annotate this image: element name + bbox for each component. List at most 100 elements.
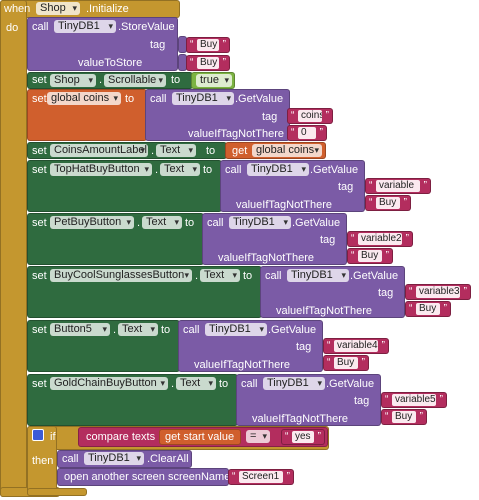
text-block[interactable]: Buy (186, 37, 230, 53)
component-dropdown[interactable]: TinyDB1 (287, 269, 349, 282)
method-name: .StoreValue (118, 21, 175, 33)
if-block-bottom[interactable] (27, 488, 87, 496)
compare-value: yes (292, 431, 314, 443)
component-dropdown[interactable]: TinyDB1 (84, 452, 144, 465)
param-label: valueIfTagNotThere (188, 128, 284, 140)
text-block[interactable]: Buy (365, 195, 411, 211)
call-label: open another screen screenName (64, 471, 231, 483)
call-label: call (265, 270, 282, 282)
property-dropdown[interactable]: Text (200, 269, 240, 282)
set-label: set (32, 93, 47, 105)
component-dropdown[interactable]: TinyDB1 (229, 216, 291, 229)
param-label: valueIfTagNotThere (194, 359, 290, 371)
compare-label: compare texts (86, 431, 156, 443)
text-block[interactable]: Buy (323, 355, 369, 371)
param-value: Buy (358, 250, 382, 262)
component-dropdown[interactable]: TinyDB1 (247, 163, 309, 176)
component-dropdown[interactable]: BuyCoolSunglassesButton (50, 269, 192, 282)
component-dropdown[interactable]: PetBuyButton (50, 216, 134, 229)
text-block[interactable]: variable3 (405, 284, 471, 300)
set-label: set (32, 164, 47, 176)
property-dropdown[interactable]: Text (142, 216, 182, 229)
component-dropdown[interactable]: Shop (50, 74, 96, 87)
text-block[interactable]: variable4 (323, 338, 389, 354)
to-label: to (206, 145, 216, 157)
call-label: call (32, 21, 49, 33)
component-dropdown[interactable]: TinyDB1 (263, 377, 325, 390)
variable-dropdown[interactable]: global coins (47, 92, 121, 105)
variable-dropdown[interactable]: global coins (252, 144, 322, 157)
component-dropdown[interactable]: TopHatBuyButton (50, 163, 152, 176)
dot: . (195, 270, 199, 282)
param-label: tag (262, 111, 278, 123)
text-block[interactable]: coins (287, 108, 333, 124)
to-label: to (203, 164, 213, 176)
param-label: valueToStore (78, 57, 143, 69)
param-value: variable3 (416, 286, 460, 298)
property-dropdown[interactable]: Text (176, 377, 216, 390)
text-block[interactable]: variable5 (381, 392, 447, 408)
param-value: variable2 (358, 233, 402, 245)
call-label: call (207, 217, 224, 229)
param-value: Buy (197, 39, 219, 51)
screen-name: Screen1 (239, 471, 283, 483)
text-block[interactable]: Buy (381, 409, 427, 425)
text-block[interactable]: yes (281, 429, 325, 445)
param-value: 0 (298, 127, 316, 139)
component-dropdown[interactable]: Shop (36, 2, 80, 15)
param-value: Buy (392, 411, 416, 423)
method-name: .GetValue (326, 378, 375, 390)
property-dropdown[interactable]: Text (156, 144, 196, 157)
method-name: .GetValue (350, 270, 399, 282)
set-label: set (32, 378, 47, 390)
get-variable-block[interactable] (159, 429, 241, 445)
event-block-arm[interactable] (0, 0, 27, 497)
text-block[interactable]: variable (365, 178, 431, 194)
property-dropdown[interactable]: Scrollable (104, 74, 166, 87)
method-name: .GetValue (292, 217, 341, 229)
text-block[interactable]: Buy (347, 248, 393, 264)
do-label: do (6, 22, 19, 34)
param-label: valueIfTagNotThere (236, 199, 332, 211)
call-label: call (62, 453, 79, 465)
text-block[interactable]: Screen1 (228, 469, 294, 485)
boolean-dropdown[interactable]: true (196, 74, 232, 87)
param-label: tag (338, 181, 354, 193)
param-value: Buy (416, 303, 440, 315)
property-dropdown[interactable]: Text (118, 323, 158, 336)
dot: . (155, 164, 159, 176)
param-value: variable4 (334, 340, 378, 352)
comparator-dropdown[interactable]: = (246, 430, 270, 443)
param-label: tag (354, 395, 370, 407)
component-dropdown[interactable]: TinyDB1 (54, 20, 116, 33)
property-dropdown[interactable]: Text (160, 163, 200, 176)
method-name: .GetValue (310, 164, 359, 176)
component-dropdown[interactable]: TinyDB1 (205, 323, 267, 336)
to-label: to (185, 217, 195, 229)
to-label: to (171, 74, 181, 86)
set-label: set (32, 270, 47, 282)
to-label: to (243, 270, 253, 282)
call-label: call (241, 378, 258, 390)
text-block[interactable]: Buy (405, 301, 451, 317)
call-label: call (225, 164, 242, 176)
param-value: variable5 (392, 394, 436, 406)
text-block[interactable]: Buy (186, 55, 230, 71)
dot: . (113, 324, 117, 336)
then-label: then (32, 455, 54, 467)
call-label: call (183, 324, 200, 336)
param-label: valueIfTagNotThere (218, 252, 314, 264)
component-dropdown[interactable]: Button5 (50, 323, 110, 336)
param-value: coins (298, 110, 322, 122)
text-block[interactable]: 0 (287, 125, 327, 141)
component-dropdown[interactable]: TinyDB1 (172, 92, 234, 105)
method-name: .GetValue (268, 324, 317, 336)
component-dropdown[interactable]: GoldChainBuyButton (50, 377, 168, 390)
param-value: Buy (334, 357, 358, 369)
mutator-icon[interactable] (32, 429, 44, 441)
to-label: to (161, 324, 171, 336)
component-dropdown[interactable]: CoinsAmountLabel (50, 144, 148, 157)
dot: . (137, 217, 141, 229)
dot: . (99, 74, 103, 86)
text-block[interactable]: variable2 (347, 231, 413, 247)
